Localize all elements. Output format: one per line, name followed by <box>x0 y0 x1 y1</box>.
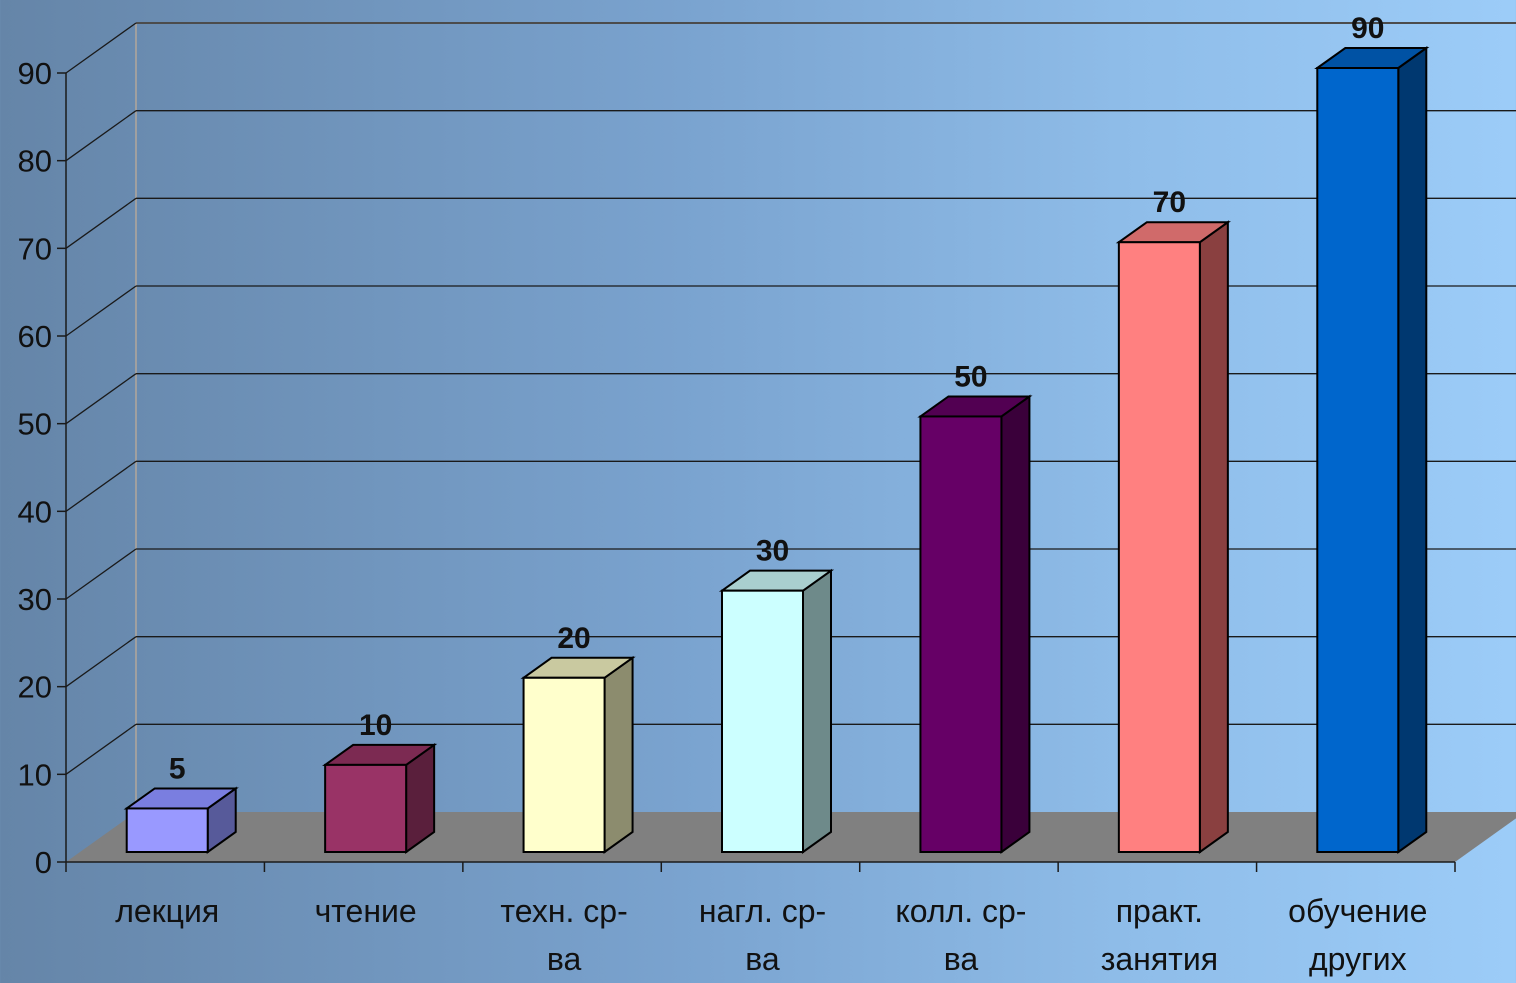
gridline-side <box>65 22 137 74</box>
y-tick-label: 80 <box>18 144 52 179</box>
x-tick-label: нагл. ср- <box>699 893 826 929</box>
bar-front <box>721 589 804 854</box>
gridline-side <box>65 197 137 249</box>
bar <box>520 655 636 854</box>
x-tick-label: ва <box>745 941 780 977</box>
data-label: 30 <box>756 535 789 568</box>
x-tick-label: обучение <box>1288 893 1427 929</box>
data-label: 90 <box>1351 12 1384 45</box>
y-tick-label: 40 <box>18 494 52 529</box>
y-tick-label: 20 <box>18 670 52 705</box>
bar <box>1314 46 1430 854</box>
data-label: 50 <box>954 360 987 393</box>
gridline-side <box>65 110 137 162</box>
gridline-side <box>65 373 137 425</box>
x-tick-label: чтение <box>315 893 417 929</box>
data-label: 20 <box>557 622 590 655</box>
gridline-side <box>65 723 137 775</box>
data-label: 10 <box>359 709 392 742</box>
y-tick-label: 60 <box>18 319 52 354</box>
bar <box>1115 220 1231 854</box>
data-labels: 5 10 20 30 50 70 90 <box>169 12 1385 785</box>
x-tick-label: техн. ср- <box>500 893 627 929</box>
gridlines <box>65 22 1516 775</box>
y-tick-label: 30 <box>18 582 52 617</box>
bar-front <box>324 763 408 854</box>
bar-front <box>1316 67 1400 853</box>
data-label: 70 <box>1153 186 1186 219</box>
y-tick-label: 0 <box>35 845 52 880</box>
bar-side <box>802 568 832 854</box>
x-tick-label: ва <box>547 941 582 977</box>
bar <box>718 568 835 854</box>
bar-front <box>125 807 209 854</box>
bar-front <box>1117 241 1201 853</box>
bar-front <box>919 415 1003 853</box>
y-tick-label: 50 <box>18 407 52 442</box>
x-tick-label: практ. <box>1116 893 1203 929</box>
bar-side <box>1198 220 1229 854</box>
x-tick-label: ва <box>944 941 979 977</box>
bar-front <box>522 676 606 853</box>
bars <box>123 46 1430 854</box>
y-tick-label: 70 <box>18 231 52 266</box>
x-tick-label: других <box>1309 941 1407 977</box>
x-tick-label: занятия <box>1101 941 1218 977</box>
gridline-side <box>65 548 137 600</box>
bar-side <box>603 655 634 854</box>
gridline-side <box>65 285 137 337</box>
bar-side <box>1397 46 1428 854</box>
bar-side <box>1000 394 1031 854</box>
y-tick-label: 90 <box>18 56 52 91</box>
axes: 0 10 20 30 40 50 60 70 80 90 лекция чтение техн. ср-… <box>18 56 1456 977</box>
x-tick-label: лекция <box>115 893 219 929</box>
bar <box>123 786 239 854</box>
bar <box>322 742 438 854</box>
gridline-side <box>65 636 137 688</box>
x-tick-label: колл. ср- <box>895 893 1026 929</box>
bar <box>917 394 1033 854</box>
gridline-side <box>65 460 137 512</box>
y-tick-label: 10 <box>18 757 52 792</box>
data-label: 5 <box>169 752 186 785</box>
